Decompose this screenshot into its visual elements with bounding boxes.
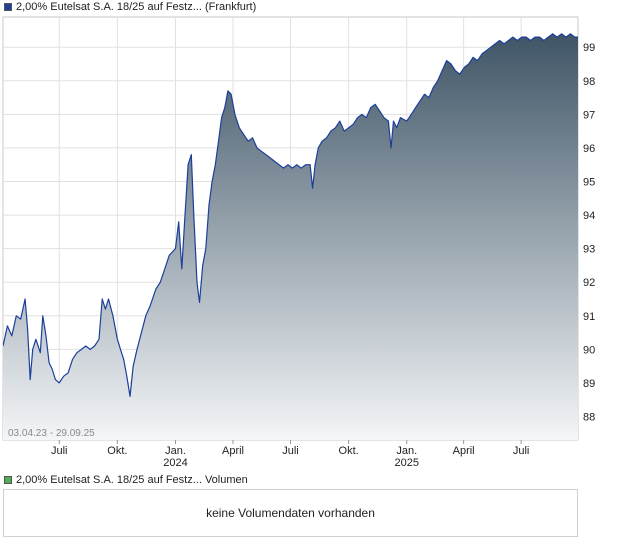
volume-panel: keine Volumendaten vorhanden: [3, 489, 578, 537]
y-tick-label: 94: [583, 210, 595, 222]
y-tick-label: 92: [583, 277, 595, 289]
price-legend-swatch: [4, 3, 12, 11]
y-tick-label: 96: [583, 143, 595, 155]
volume-legend-swatch: [4, 476, 12, 484]
y-tick-label: 97: [583, 109, 595, 121]
date-range-label: 03.04.23 - 29.09.25: [8, 428, 95, 439]
y-tick-label: 89: [583, 378, 595, 390]
y-tick-label: 99: [583, 42, 595, 54]
volume-legend: 2,00% Eutelsat S.A. 18/25 auf Festz... V…: [4, 473, 248, 487]
volume-legend-label: 2,00% Eutelsat S.A. 18/25 auf Festz... V…: [16, 474, 248, 486]
price-line: [3, 33, 578, 397]
x-tick-label: Okt.: [107, 445, 127, 457]
x-tick-label: Juli: [282, 445, 299, 457]
y-axis-ticks: 88 89 90 91 92 93 94 95 96 97 98 99: [583, 42, 595, 423]
price-area-fill: [3, 33, 578, 440]
x-tick-label: Jan.: [165, 445, 186, 457]
price-legend: 2,00% Eutelsat S.A. 18/25 auf Festz... (…: [4, 0, 256, 14]
no-volume-message: keine Volumendaten vorhanden: [206, 506, 375, 520]
x-tick-label: April: [453, 445, 475, 457]
y-tick-label: 93: [583, 244, 595, 256]
price-legend-label: 2,00% Eutelsat S.A. 18/25 auf Festz... (…: [16, 1, 257, 13]
x-tick-label: Juli: [513, 445, 530, 457]
y-tick-label: 95: [583, 177, 595, 189]
x-tick-label: Juli: [51, 445, 68, 457]
x-tick-label: Okt.: [339, 445, 359, 457]
x-tick-label: April: [222, 445, 244, 457]
y-tick-label: 90: [583, 344, 595, 356]
x-tick-year-label: 2024: [163, 457, 187, 469]
price-area: [3, 33, 578, 440]
x-tick-label: Jan.: [396, 445, 417, 457]
y-tick-label: 91: [583, 311, 595, 323]
y-tick-label: 98: [583, 76, 595, 88]
x-tick-year-label: 2025: [395, 457, 419, 469]
price-chart: 03.04.23 - 29.09.25 88 89 90 91 92 93 94 95 96 97…: [2, 16, 595, 469]
y-tick-label: 88: [583, 412, 595, 424]
